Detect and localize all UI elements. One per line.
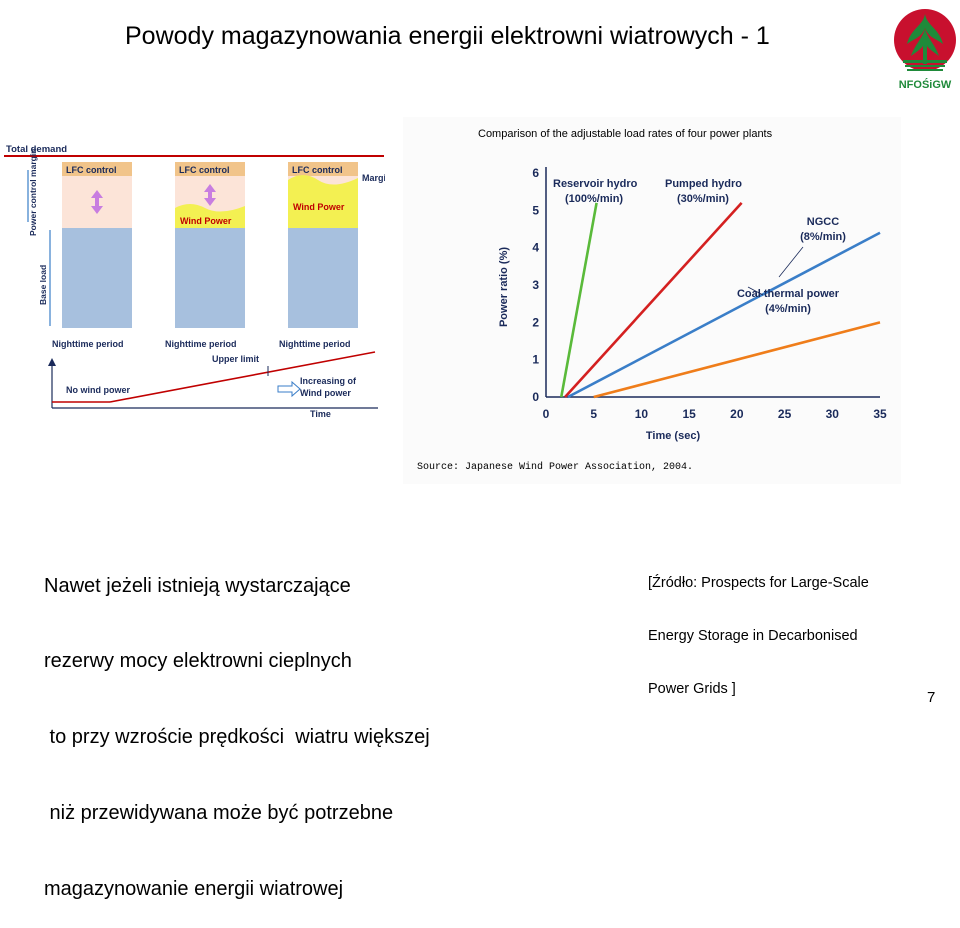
y-tick-label: 2	[532, 315, 539, 329]
logo-text: NFOŚiGW	[899, 78, 952, 91]
x-tick-label: 30	[826, 407, 840, 421]
x-tick-label: 25	[778, 407, 792, 421]
total-demand-label: Total demand	[6, 144, 67, 155]
chart-title: Comparison of the adjustable load rates …	[478, 128, 773, 140]
series-rate-label: (8%/min)	[800, 231, 846, 243]
body-line: Nawet jeżeli istnieją wystarczające	[44, 574, 351, 597]
lfc-control-label-1: LFC control	[66, 165, 117, 175]
x-axis-label: Time (sec)	[646, 430, 701, 442]
series-rate-label: (4%/min)	[765, 303, 811, 315]
power-control-margin-label: Power control margin	[28, 149, 38, 236]
time-label: Time	[310, 409, 331, 419]
series-rate-label: (30%/min)	[677, 193, 729, 205]
bar-some-wind: LFC control Wind Power	[175, 162, 245, 328]
body-line: magazynowanie energii wiatrowej	[44, 878, 344, 901]
y-axis-label: Power ratio (%)	[498, 247, 510, 327]
increasing-wind-label-1: Increasing of	[300, 376, 357, 386]
bar-high-wind: LFC control Wind Power	[288, 162, 358, 328]
source-line: [Źródło: Prospects for Large-Scale	[648, 575, 869, 592]
body-text: Nawet jeżeli istnieją wystarczające reze…	[44, 523, 430, 928]
bar-no-wind: LFC control	[62, 162, 132, 328]
x-tick-label: 5	[590, 407, 597, 421]
series-line	[567, 231, 881, 399]
chart-series-labels: Reservoir hydro (100%/min) Pumped hydro (30…	[553, 178, 846, 315]
x-tick-label: 0	[543, 407, 550, 421]
x-tick-label: 35	[873, 407, 887, 421]
no-wind-power-label: No wind power	[66, 385, 130, 395]
wind-power-diagram: Total demand Power control margin Base l…	[4, 144, 385, 419]
series-line	[564, 201, 743, 398]
load-rate-chart: Comparison of the adjustable load rates …	[417, 128, 887, 473]
series-label: Coal thermal power	[737, 288, 840, 300]
wind-power-label-2: Wind Power	[293, 202, 345, 212]
series-line	[559, 202, 598, 398]
increasing-wind-label-2: Wind power	[300, 388, 351, 398]
base-load-label: Base load	[38, 265, 48, 305]
nighttime-label-1: Nighttime period	[52, 339, 124, 349]
nfosigw-logo: NFOŚiGW	[894, 9, 956, 91]
y-tick-label: 5	[532, 203, 539, 217]
y-tick-label: 1	[532, 353, 539, 367]
series-label: NGCC	[807, 216, 839, 228]
slide-title: Powody magazynowania energii elektrowni …	[125, 22, 770, 50]
y-tick-label: 3	[532, 278, 539, 292]
ngcc-pointer	[778, 246, 804, 278]
x-tick-label: 15	[682, 407, 696, 421]
source-note: [Źródło: Prospects for Large-Scale Energ…	[648, 540, 869, 716]
series-label: Reservoir hydro	[553, 178, 638, 190]
y-tick-label: 6	[532, 166, 539, 180]
source-line: Energy Storage in Decarbonised	[648, 627, 858, 644]
body-line: niż przewidywana może być potrzebne	[44, 802, 394, 825]
page-number: 7	[927, 689, 936, 706]
body-line: to przy wzroście prędkości wiatru większ…	[44, 726, 430, 749]
x-tick-label: 20	[730, 407, 744, 421]
chart-source: Source: Japanese Wind Power Association,…	[417, 461, 693, 473]
nighttime-label-2: Nighttime period	[165, 339, 237, 349]
chart-series	[559, 201, 881, 399]
margin-label: Margin≈0	[362, 173, 385, 183]
y-tick-label: 4	[532, 241, 539, 255]
lfc-control-label-3: LFC control	[292, 165, 343, 175]
source-line: Power Grids ]	[648, 680, 736, 697]
coal-pointer	[747, 286, 764, 296]
body-line: rezerwy mocy elektrowni cieplnych	[44, 650, 352, 673]
wind-power-label-1: Wind Power	[180, 216, 232, 226]
x-tick-label: 10	[635, 407, 649, 421]
nighttime-label-3: Nighttime period	[279, 339, 351, 349]
series-label: Pumped hydro	[665, 178, 742, 190]
series-line	[593, 321, 881, 399]
lfc-control-label-2: LFC control	[179, 165, 230, 175]
y-tick-label: 0	[532, 390, 539, 404]
chart-axes: 0 5 10 15 20 25 30 35 0 1 2 3 4 5 6	[532, 166, 887, 421]
series-rate-label: (100%/min)	[565, 193, 623, 205]
upper-limit-label: Upper limit	[212, 354, 259, 364]
